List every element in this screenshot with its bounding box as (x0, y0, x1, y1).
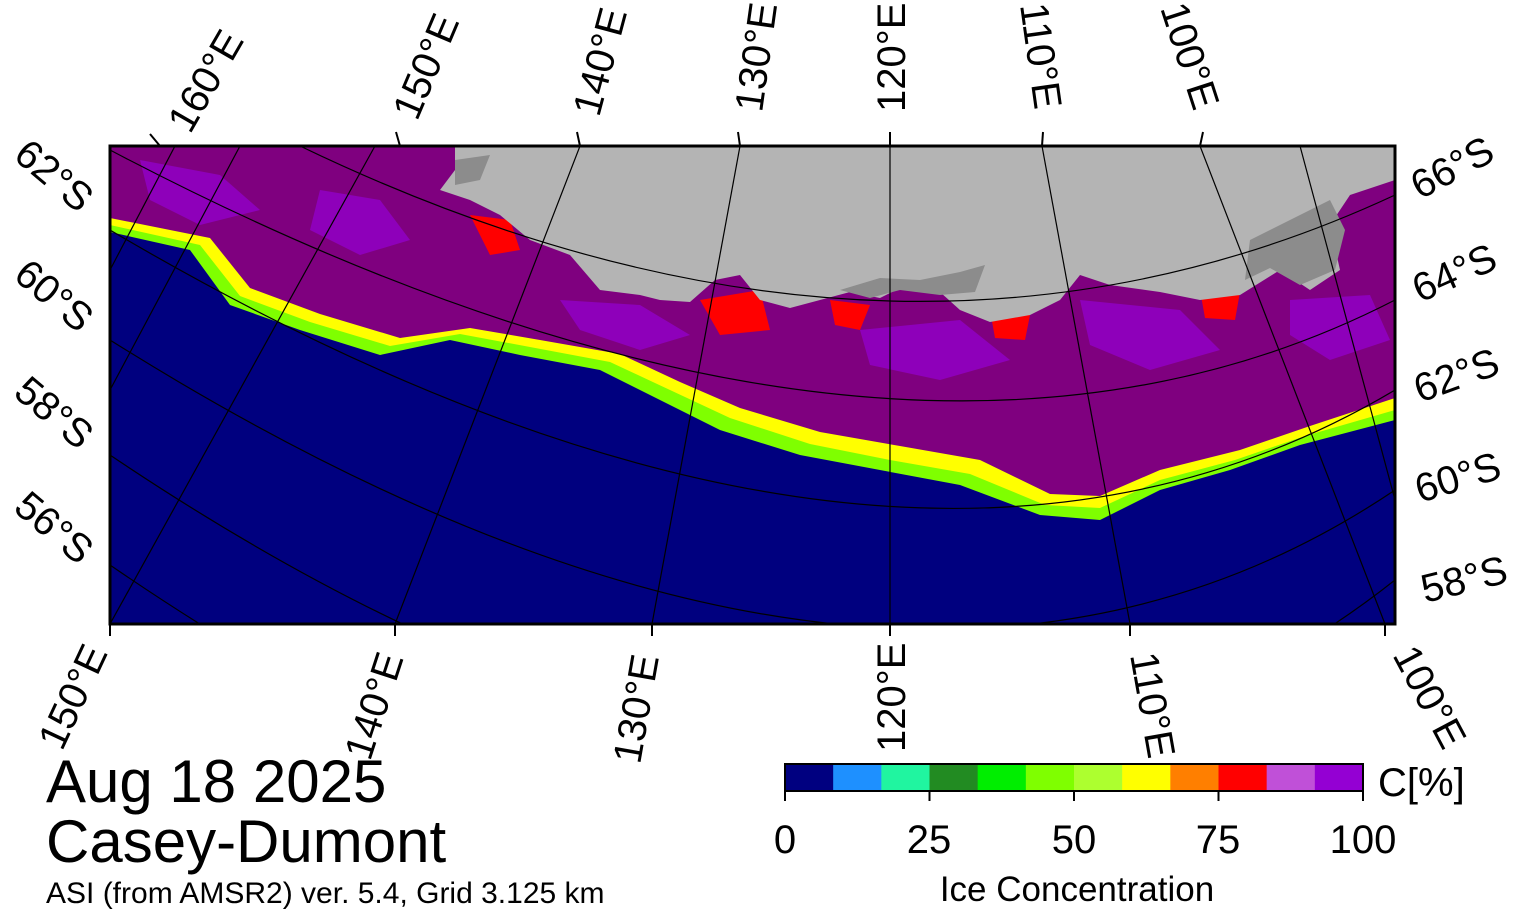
region-title: Casey-Dumont (46, 808, 447, 875)
colorbar (785, 764, 1364, 791)
right-lat-label: 66°S (1404, 128, 1502, 208)
colorbar-cell (977, 764, 1027, 791)
antarctica-land (440, 146, 1395, 322)
left-lat-label: 60°S (6, 251, 101, 341)
colorbar-tick-label: 25 (906, 818, 952, 862)
left-lat-label: 58°S (6, 368, 101, 458)
red-ice-patches (470, 215, 1240, 340)
graticule (110, 146, 1395, 624)
frame-ticks (109, 131, 1386, 636)
top-lon-label: 130°E (727, 0, 786, 114)
colorbar-tick-label: 75 (1195, 818, 1241, 862)
colorbar-cell (1074, 764, 1123, 791)
right-lat-label: 62°S (1408, 340, 1505, 411)
product-info: ASI (from AMSR2) ver. 5.4, Grid 3.125 km (46, 877, 605, 910)
colorbar-unit: C[%] (1378, 761, 1465, 805)
right-lat-label: 60°S (1410, 444, 1506, 512)
bottom-lon-label: 150°E (30, 638, 116, 756)
top-lon-label: 110°E (1011, 0, 1069, 112)
colorbar-cell (1218, 764, 1268, 791)
colorbar-tick-label: 0 (773, 818, 797, 862)
colorbar-cell (929, 764, 979, 791)
bottom-lon-label: 100°E (1384, 639, 1474, 756)
top-lon-label: 120°E (870, 3, 914, 112)
top-lon-label: 140°E (565, 3, 636, 120)
top-lon-label: 150°E (385, 8, 468, 126)
right-lat-label: 64°S (1406, 236, 1504, 312)
bottom-lon-label: 120°E (870, 643, 914, 752)
colorbar-tick-label: 100 (1329, 818, 1397, 862)
colorbar-ticks (784, 791, 1364, 801)
colorbar-cell (1025, 764, 1075, 791)
bottom-lon-label: 130°E (606, 651, 668, 766)
colorbar-cell (1266, 764, 1316, 791)
colorbar-cell (785, 764, 834, 791)
top-lon-label: 100°E (1151, 0, 1227, 115)
top-lon-label: 160°E (160, 23, 253, 140)
date-title: Aug 18 2025 (46, 748, 387, 815)
colorbar-title: Ice Concentration (939, 870, 1215, 909)
left-lat-label: 62°S (6, 131, 101, 221)
right-lat-label: 58°S (1417, 548, 1512, 612)
colorbar-cell (1122, 764, 1171, 791)
map-frame (108, 144, 1397, 626)
left-lat-label: 56°S (6, 483, 101, 573)
colorbar-cell (1314, 764, 1364, 791)
colorbar-tick-label: 50 (1051, 818, 1097, 862)
colorbar-cell (1170, 764, 1219, 791)
colorbar-cell (833, 764, 882, 791)
colorbar-cell (881, 764, 930, 791)
bottom-lon-label: 110°E (1121, 649, 1183, 761)
